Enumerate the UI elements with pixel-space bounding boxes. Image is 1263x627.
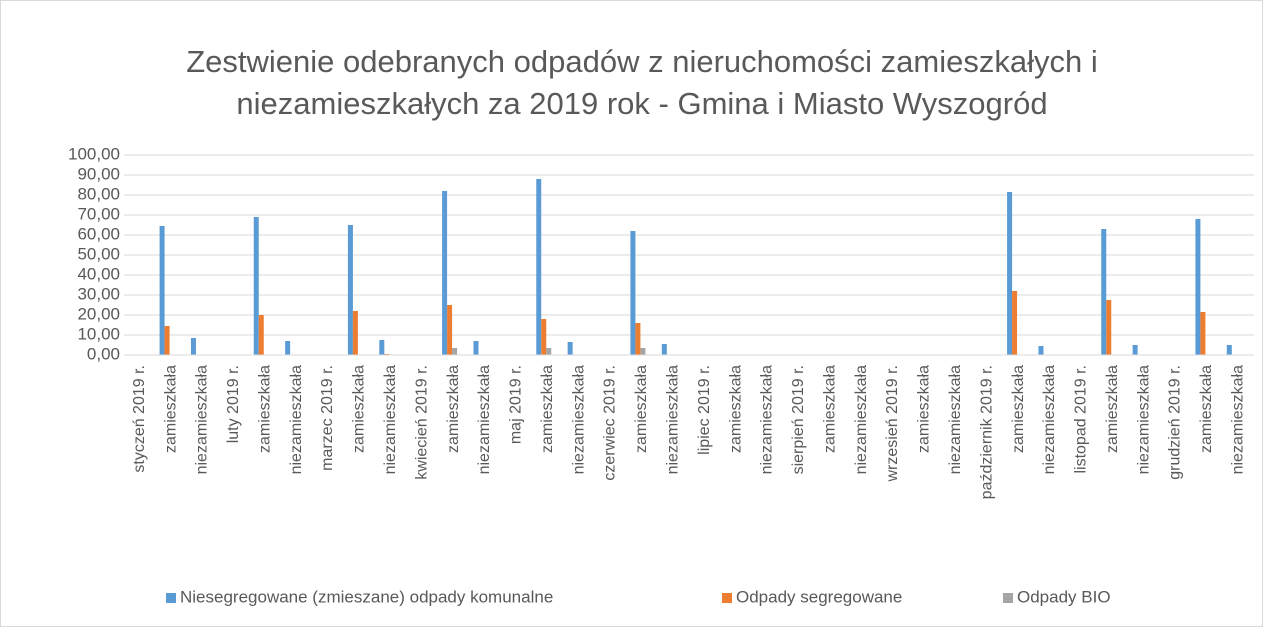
y-tick-label: 20,00: [77, 304, 120, 323]
x-tick-label: niezamieszkała: [853, 365, 870, 474]
x-tick-label: zamieszkała: [1104, 365, 1121, 453]
legend-label: Niesegregowane (zmieszane) odpady komuna…: [180, 587, 553, 606]
x-tick-label: lipiec 2019 r.: [696, 365, 713, 455]
bar: [347, 225, 353, 355]
y-tick-label: 70,00: [77, 204, 120, 223]
x-tick-label: zamieszkała: [633, 365, 650, 453]
bar: [442, 191, 448, 355]
x-tick-label: marzec 2019 r.: [319, 365, 336, 471]
x-tick-label: zamieszkała: [1198, 365, 1215, 453]
x-tick-label: zamieszkała: [445, 365, 462, 453]
chart-title: Zestwienie odebranych odpadów z nierucho…: [186, 44, 1098, 79]
x-tick-label: luty 2019 r.: [225, 365, 242, 443]
x-tick-label: listopad 2019 r.: [1073, 365, 1090, 474]
bar: [541, 319, 547, 355]
x-tick-label: niezamieszkała: [665, 365, 682, 474]
x-tick-label: niezamieszkała: [476, 365, 493, 474]
y-tick-label: 90,00: [77, 164, 120, 183]
legend-swatch: [1003, 593, 1013, 603]
bar: [1012, 291, 1018, 355]
bar: [536, 179, 542, 355]
bar: [379, 340, 385, 355]
bar: [447, 305, 453, 355]
y-tick-label: 100,00: [68, 144, 120, 163]
x-tick-label: niezamieszkała: [570, 365, 587, 474]
x-tick-label: niezamieszkała: [288, 365, 305, 474]
bar: [661, 344, 667, 355]
bar: [452, 348, 458, 355]
bar: [1106, 300, 1112, 355]
x-tick-label: zamieszkała: [162, 365, 179, 453]
x-tick-label: niezamieszkała: [1135, 365, 1152, 474]
x-tick-label: zamieszkała: [727, 365, 744, 453]
bar: [473, 341, 479, 355]
bar: [640, 348, 646, 355]
x-tick-label: grudzień 2019 r.: [1167, 365, 1184, 480]
bar: [1200, 312, 1206, 355]
y-tick-label: 60,00: [77, 224, 120, 243]
x-tick-label: niezamieszkała: [759, 365, 776, 474]
x-tick-label: czerwiec 2019 r.: [602, 365, 619, 481]
y-tick-label: 80,00: [77, 184, 120, 203]
bar: [1007, 192, 1013, 355]
bar: [1101, 229, 1107, 355]
x-tick-label: maj 2019 r.: [508, 365, 525, 444]
x-tick-label: zamieszkała: [256, 365, 273, 453]
y-tick-label: 10,00: [77, 324, 120, 343]
bar: [1038, 346, 1044, 355]
x-tick-label: zamieszkała: [821, 365, 838, 453]
x-tick-label: zamieszkała: [1010, 365, 1027, 453]
x-tick-label: zamieszkała: [916, 365, 933, 453]
bar: [630, 231, 636, 355]
x-tick-label: wrzesień 2019 r.: [884, 365, 901, 483]
bar: [285, 341, 291, 355]
bar: [253, 217, 259, 355]
x-tick-label: styczeń 2019 r.: [131, 365, 148, 473]
bar: [546, 348, 552, 355]
y-tick-label: 50,00: [77, 244, 120, 263]
x-tick-label: sierpień 2019 r.: [790, 365, 807, 474]
y-tick-label: 40,00: [77, 264, 120, 283]
x-tick-label: niezamieszkała: [194, 365, 211, 474]
bar: [164, 326, 170, 355]
x-tick-label: październik 2019 r.: [978, 365, 995, 499]
bar: [190, 338, 196, 355]
bar: [1132, 345, 1138, 355]
chart-title: niezamieszkałych za 2019 rok - Gmina i M…: [236, 86, 1047, 121]
bar: [635, 323, 641, 355]
bar: [1226, 345, 1232, 355]
x-tick-label: niezamieszkała: [1041, 365, 1058, 474]
bar: [1195, 219, 1201, 355]
x-tick-label: niezamieszkała: [947, 365, 964, 474]
y-tick-label: 0,00: [87, 344, 120, 363]
bar: [567, 342, 573, 355]
y-tick-label: 30,00: [77, 284, 120, 303]
x-tick-label: kwiecień 2019 r.: [413, 365, 430, 480]
x-tick-label: niezamieszkała: [1230, 365, 1247, 474]
x-tick-label: zamieszkała: [351, 365, 368, 453]
bar: [159, 226, 165, 355]
legend-label: Odpady BIO: [1017, 587, 1111, 606]
x-tick-label: zamieszkała: [539, 365, 556, 453]
x-tick-label: niezamieszkała: [382, 365, 399, 474]
legend-swatch: [166, 593, 176, 603]
legend-swatch: [722, 593, 732, 603]
bar: [258, 315, 264, 355]
bar: [352, 311, 358, 355]
legend-label: Odpady segregowane: [736, 587, 902, 606]
